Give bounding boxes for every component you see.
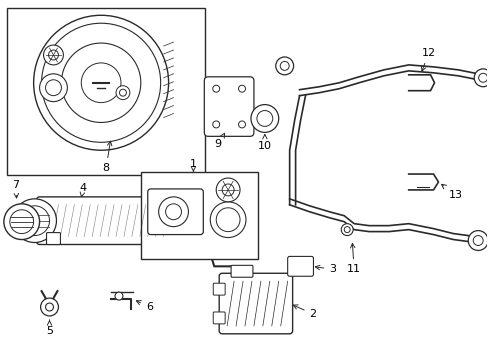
Circle shape [165, 204, 181, 220]
Circle shape [256, 111, 272, 126]
Circle shape [238, 85, 245, 92]
Circle shape [280, 62, 288, 70]
Circle shape [212, 85, 219, 92]
Circle shape [473, 69, 488, 87]
FancyBboxPatch shape [46, 233, 61, 244]
Circle shape [43, 45, 63, 65]
FancyBboxPatch shape [213, 312, 224, 324]
Bar [7, 8, 205, 175]
Text: 11: 11 [346, 243, 361, 274]
Circle shape [216, 178, 240, 202]
FancyBboxPatch shape [213, 283, 224, 295]
Bar [141, 172, 257, 260]
Circle shape [20, 206, 49, 235]
Circle shape [4, 204, 40, 239]
Circle shape [341, 224, 352, 235]
FancyBboxPatch shape [204, 77, 253, 136]
Circle shape [48, 50, 59, 60]
Circle shape [45, 80, 61, 96]
Circle shape [472, 235, 482, 246]
Circle shape [13, 199, 56, 243]
FancyBboxPatch shape [231, 265, 252, 277]
Text: 7: 7 [12, 180, 20, 198]
Circle shape [158, 197, 188, 227]
Circle shape [222, 184, 234, 196]
Circle shape [115, 292, 122, 300]
Text: 9: 9 [214, 133, 224, 149]
Circle shape [250, 105, 278, 132]
Circle shape [119, 89, 126, 96]
Text: 6: 6 [136, 301, 152, 312]
Text: 12: 12 [421, 48, 435, 71]
Text: 3: 3 [315, 264, 336, 274]
Text: 8: 8 [102, 141, 112, 173]
FancyBboxPatch shape [37, 197, 179, 244]
Circle shape [478, 73, 487, 82]
Circle shape [210, 202, 245, 238]
Circle shape [10, 210, 34, 234]
Circle shape [116, 86, 130, 100]
Text: 2: 2 [293, 305, 316, 319]
Circle shape [238, 121, 245, 128]
Circle shape [344, 227, 349, 233]
Text: 10: 10 [257, 134, 271, 151]
FancyBboxPatch shape [287, 256, 313, 276]
Text: 1: 1 [189, 159, 197, 172]
Circle shape [275, 57, 293, 75]
Text: 4: 4 [80, 183, 87, 197]
Text: 13: 13 [441, 184, 462, 200]
FancyBboxPatch shape [147, 189, 203, 235]
FancyBboxPatch shape [219, 273, 292, 334]
Circle shape [41, 298, 59, 316]
Circle shape [61, 43, 141, 122]
Circle shape [41, 23, 161, 142]
Circle shape [468, 231, 487, 251]
Circle shape [34, 15, 168, 150]
Circle shape [40, 74, 67, 102]
Circle shape [81, 63, 121, 103]
Circle shape [212, 121, 219, 128]
Circle shape [45, 303, 53, 311]
Circle shape [216, 208, 240, 231]
Text: 5: 5 [46, 320, 53, 336]
